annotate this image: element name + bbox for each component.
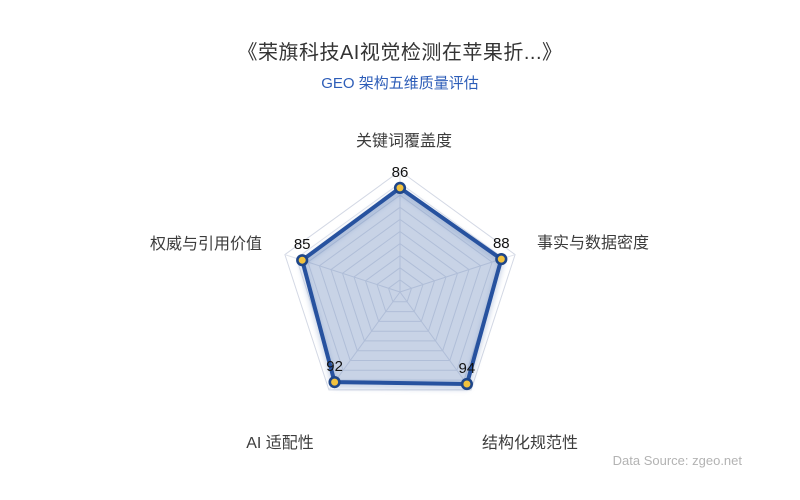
- radar-grid-ring: [364, 255, 436, 322]
- data-point-value-label: 94: [459, 360, 476, 377]
- radar-data-point[interactable]: [393, 181, 407, 194]
- radar-grid-ring: [353, 242, 447, 332]
- radar-axis-line: [399, 291, 472, 391]
- axis-label-authority-citation: 权威与引用价值: [149, 236, 262, 253]
- radar-grid-ring: [318, 206, 482, 361]
- data-point-value-label: 86: [392, 164, 409, 181]
- radar-grid-ring: [376, 267, 424, 313]
- radar-grid-ring: [295, 182, 505, 381]
- data-point-value-label: 92: [326, 358, 343, 375]
- radar-data-point[interactable]: [460, 377, 474, 391]
- radar-grid-ring: [330, 218, 470, 352]
- radar-grid-ring: [341, 230, 459, 342]
- radar-data-point[interactable]: [495, 253, 508, 266]
- axis-label-keyword-coverage: 关键词覆盖度: [355, 133, 453, 150]
- data-point-value-label: 85: [294, 236, 311, 253]
- radar-grid-ring: [307, 194, 493, 371]
- radar-axis-line: [328, 291, 401, 391]
- radar-data-point[interactable]: [328, 376, 341, 389]
- data-point-value-label: 88: [493, 235, 510, 252]
- axis-label-ai-compatibility: AI 适配性: [246, 435, 314, 452]
- radar-grid-ring: [284, 170, 516, 391]
- radar-data-point[interactable]: [296, 254, 309, 267]
- radar-grid-ring: [387, 279, 413, 303]
- radar-data-polygon[interactable]: [300, 185, 504, 386]
- data-source-credit: Data Source: zgeo.net: [612, 453, 742, 468]
- axis-label-fact-density: 事实与数据密度: [537, 235, 650, 252]
- chart-subtitle: GEO 架构五维质量评估: [321, 75, 479, 92]
- axis-label-structure-compliance: 结构化规范性: [482, 435, 579, 452]
- page-title: 《荣旗科技AI视觉检测在苹果折...》: [237, 42, 563, 64]
